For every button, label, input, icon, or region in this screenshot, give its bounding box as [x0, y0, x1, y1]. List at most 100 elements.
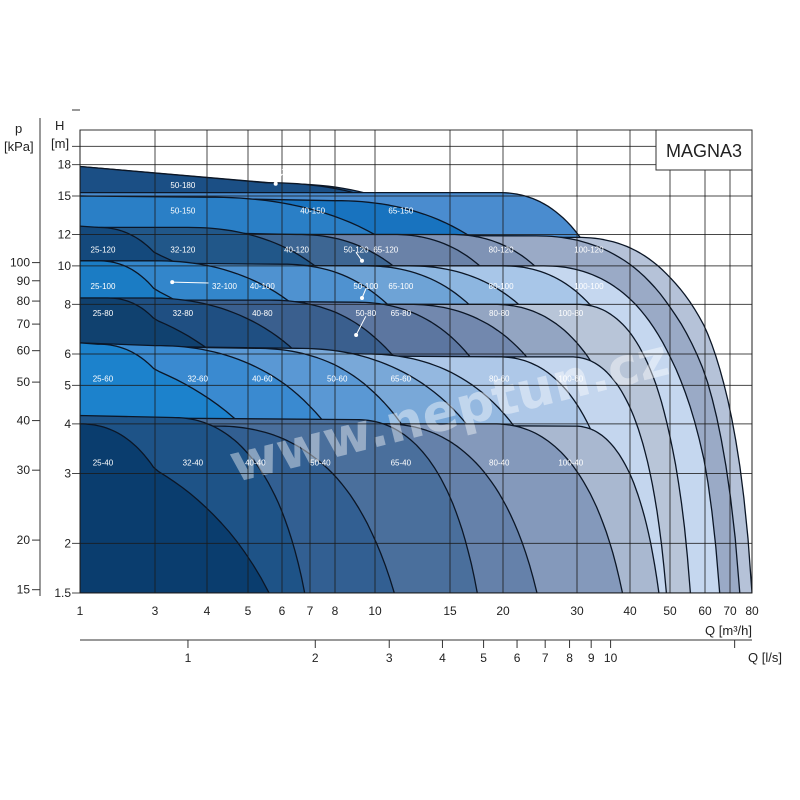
x2-tick-label: 5 — [480, 651, 487, 665]
label-leader-dot — [359, 296, 364, 301]
y-tick-label: 2 — [64, 536, 71, 550]
y2-tick-label: 40 — [17, 414, 31, 428]
pump-label: 80-60 — [489, 375, 510, 384]
pump-label: 65-150 — [388, 206, 413, 215]
y-tick-label: 1.5 — [54, 586, 71, 600]
y-tick-label: 8 — [64, 297, 71, 311]
pump-label: 32-60 — [187, 375, 208, 384]
pump-label: 40-100 — [250, 282, 275, 291]
y2-tick-label: 50 — [17, 375, 31, 389]
x-tick-label: 8 — [332, 604, 339, 618]
y2-axis-unit: [kPa] — [4, 139, 34, 154]
x2-tick-label: 8 — [566, 651, 573, 665]
pump-label: 25-60 — [93, 375, 114, 384]
x2-tick-label: 6 — [514, 651, 521, 665]
pump-label: 50-40 — [310, 458, 331, 467]
pump-label: 40-80 — [252, 309, 273, 318]
x-axis-label: Q [m³/h] — [705, 623, 752, 638]
pump-label: 50-150 — [170, 206, 195, 215]
pump-label: 40-120 — [284, 245, 309, 254]
x2-tick-label: 10 — [604, 651, 618, 665]
label-leader-dot — [359, 258, 364, 263]
pump-labels: 40-180 50-180 65-150 40-150 50-150 100-120 80-… — [91, 167, 605, 467]
pump-label: 50-180 — [170, 181, 195, 190]
label-leader-line — [355, 315, 367, 336]
pump-label: 32-40 — [183, 458, 204, 467]
x-tick-label: 40 — [623, 604, 637, 618]
x-tick-label: 60 — [698, 604, 712, 618]
x-tick-label: 30 — [570, 604, 584, 618]
pump-label: 65-120 — [373, 245, 398, 254]
x2-axis-label: Q [l/s] — [748, 650, 782, 665]
axes: p [kPa] H [m] Q [m³/h] Q [l/s] — [4, 118, 782, 665]
x-tick-label: 6 — [279, 604, 286, 618]
x-tick-label: 50 — [663, 604, 677, 618]
pump-label: 40-180 — [270, 167, 295, 176]
pump-label: 100-100 — [574, 282, 604, 291]
y-tick-label: 5 — [64, 378, 71, 392]
pump-label: 32-100 — [212, 282, 237, 291]
label-leader-dot — [170, 280, 175, 285]
pump-label: 50-60 — [327, 375, 348, 384]
label-leader-dot — [354, 332, 359, 337]
pump-label: 80-120 — [489, 245, 514, 254]
grid: 1 3 4 5 6 7 8 10 15 20 30 40 50 60 70 80 1.5 2 3 4 5 6 8 10 12 15… — [10, 109, 759, 665]
pump-label: 80-40 — [489, 458, 510, 467]
pump-label: 32-80 — [173, 309, 194, 318]
y-tick-label: 6 — [64, 347, 71, 361]
label-leader-line — [172, 281, 209, 284]
pump-label: 25-100 — [91, 282, 116, 291]
pump-label: 40-60 — [252, 375, 273, 384]
pump-label: 50-80 — [356, 309, 377, 318]
y-tick-label: 15 — [58, 189, 72, 203]
pump-label: 65-80 — [391, 309, 412, 318]
y-tick-label: 10 — [58, 259, 72, 273]
x-tick-label: 7 — [307, 604, 314, 618]
pump-label: 50-100 — [353, 282, 378, 291]
pump-label: 100-120 — [574, 245, 604, 254]
y2-tick-label: 15 — [17, 583, 31, 597]
pump-label: 25-120 — [91, 245, 116, 254]
y2-tick-label: 90 — [17, 274, 31, 288]
y-tick-label: 4 — [64, 417, 71, 431]
x-tick-label: 5 — [245, 604, 252, 618]
x2-tick-label: 1 — [185, 651, 192, 665]
pump-label: 100-80 — [558, 309, 583, 318]
pump-area-25-40 — [80, 423, 270, 593]
x-tick-label: 15 — [443, 604, 457, 618]
x2-tick-label: 2 — [312, 651, 319, 665]
pump-label: 40-150 — [300, 206, 325, 215]
pump-label: 32-120 — [170, 245, 195, 254]
y2-tick-label: 80 — [17, 294, 31, 308]
pump-label: 100-60 — [558, 375, 583, 384]
y2-tick-label: 100 — [10, 256, 30, 270]
y-tick-label: 3 — [64, 466, 71, 480]
y-tick-label: 12 — [58, 227, 72, 241]
x-tick-label: 4 — [204, 604, 211, 618]
x-tick-label: 10 — [368, 604, 382, 618]
pump-label: 25-80 — [93, 309, 114, 318]
title-box: MAGNA3 — [655, 129, 753, 171]
pump-label: 65-40 — [391, 458, 412, 467]
pump-label: 80-80 — [489, 309, 510, 318]
x2-tick-label: 7 — [542, 651, 549, 665]
x2-tick-label: 4 — [439, 651, 446, 665]
pump-label: 65-100 — [388, 282, 413, 291]
y2-tick-label: 60 — [17, 344, 31, 358]
pump-label: 65-60 — [391, 375, 412, 384]
pump-label: 100-40 — [558, 458, 583, 467]
pump-label: 50-120 — [344, 245, 369, 254]
x-tick-label: 70 — [723, 604, 737, 618]
y2-axis-label: p — [15, 121, 22, 136]
y-axis-unit: [m] — [51, 136, 69, 151]
x2-tick-label: 3 — [386, 651, 393, 665]
y-tick-label: 18 — [58, 158, 72, 172]
pump-label: 25-40 — [93, 458, 114, 467]
y-axis-label: H — [55, 118, 64, 133]
pump-label: 40-40 — [245, 458, 266, 467]
y2-tick-label: 70 — [17, 317, 31, 331]
y2-tick-label: 20 — [17, 533, 31, 547]
y2-tick-label: 30 — [17, 463, 31, 477]
